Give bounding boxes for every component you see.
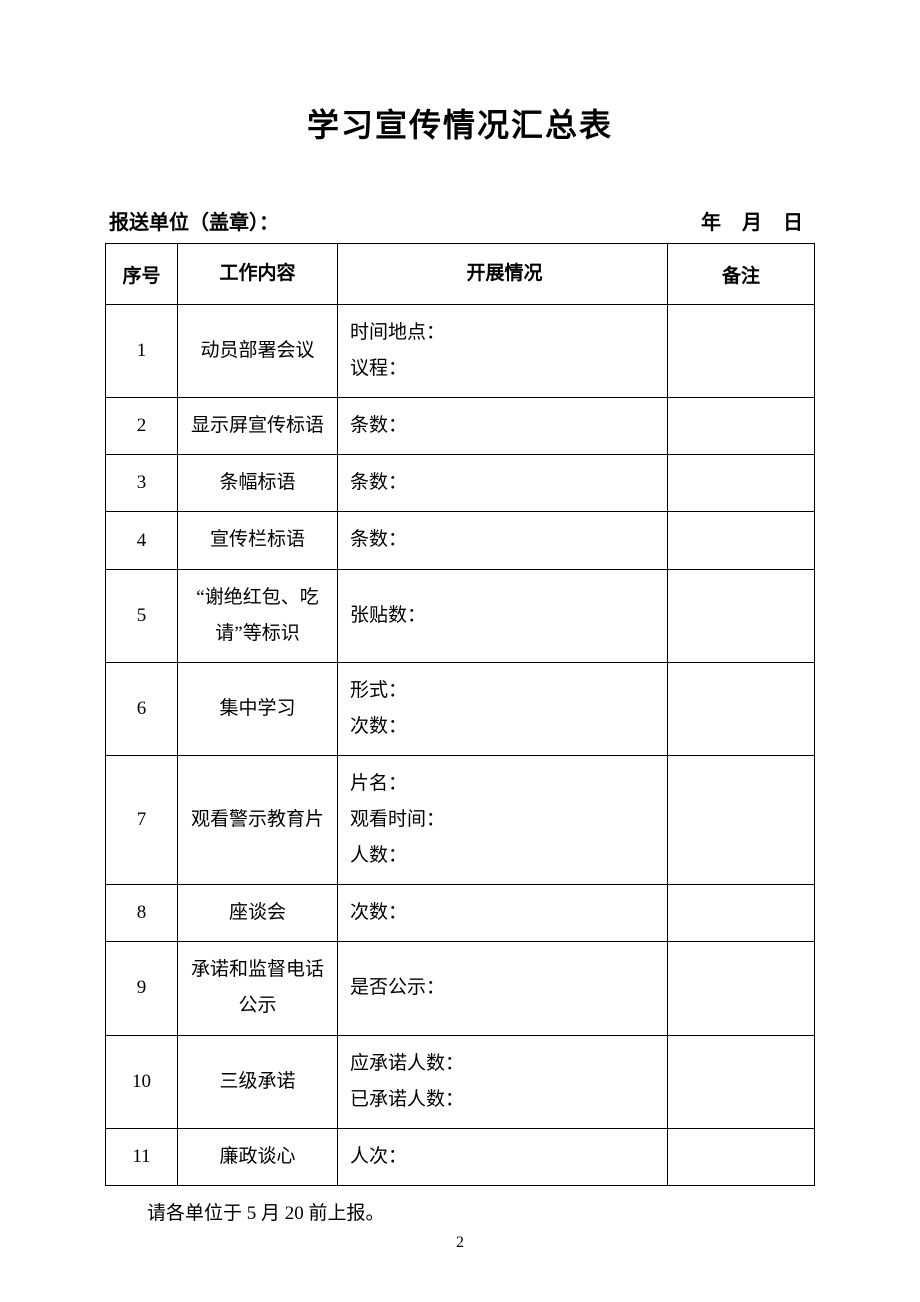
table-row: 11廉政谈心人次： (106, 1128, 815, 1185)
col-header-remark: 备注 (668, 244, 815, 305)
header-left: 报送单位（盖章）： (109, 206, 279, 235)
page-title: 学习宣传情况汇总表 (105, 100, 815, 146)
cell-remark (668, 398, 815, 455)
cell-seq: 11 (106, 1128, 178, 1185)
cell-seq: 4 (106, 512, 178, 569)
cell-seq: 2 (106, 398, 178, 455)
cell-seq: 8 (106, 885, 178, 942)
status-line: 张贴数： (350, 598, 659, 634)
cell-seq: 10 (106, 1035, 178, 1128)
footnote: 请各单位于 5 月 20 前上报。 (105, 1198, 815, 1225)
summary-table: 序号 工作内容 开展情况 备注 1动员部署会议时间地点：议程：2显示屏宣传标语条… (105, 243, 815, 1186)
table-row: 10三级承诺应承诺人数：已承诺人数： (106, 1035, 815, 1128)
cell-content: 宣传栏标语 (178, 512, 338, 569)
cell-seq: 7 (106, 755, 178, 884)
cell-remark (668, 662, 815, 755)
table-row: 8座谈会次数： (106, 885, 815, 942)
cell-status: 条数： (338, 512, 668, 569)
cell-remark (668, 1035, 815, 1128)
cell-remark (668, 305, 815, 398)
status-line: 人数： (350, 838, 659, 874)
table-row: 7观看警示教育片片名：观看时间：人数： (106, 755, 815, 884)
cell-status: 形式：次数： (338, 662, 668, 755)
cell-status: 条数： (338, 455, 668, 512)
table-row: 9承诺和监督电话公示是否公示： (106, 942, 815, 1035)
cell-status: 是否公示： (338, 942, 668, 1035)
cell-remark (668, 455, 815, 512)
cell-seq: 9 (106, 942, 178, 1035)
cell-remark (668, 512, 815, 569)
status-line: 是否公示： (350, 970, 659, 1006)
cell-status: 时间地点：议程： (338, 305, 668, 398)
status-line: 次数： (350, 895, 659, 931)
cell-content: 条幅标语 (178, 455, 338, 512)
cell-status: 片名：观看时间：人数： (338, 755, 668, 884)
col-header-seq: 序号 (106, 244, 178, 305)
cell-status: 人次： (338, 1128, 668, 1185)
page-number: 2 (0, 1234, 920, 1252)
table-row: 4宣传栏标语条数： (106, 512, 815, 569)
cell-remark (668, 885, 815, 942)
cell-remark (668, 755, 815, 884)
cell-status: 条数： (338, 398, 668, 455)
status-line: 议程： (350, 351, 659, 387)
cell-remark (668, 569, 815, 662)
cell-content: 三级承诺 (178, 1035, 338, 1128)
cell-content: 座谈会 (178, 885, 338, 942)
cell-content: 廉政谈心 (178, 1128, 338, 1185)
col-header-status: 开展情况 (338, 244, 668, 305)
cell-content: 动员部署会议 (178, 305, 338, 398)
cell-status: 应承诺人数：已承诺人数： (338, 1035, 668, 1128)
cell-seq: 3 (106, 455, 178, 512)
cell-status: 张贴数： (338, 569, 668, 662)
cell-content: “谢绝红包、吃请”等标识 (178, 569, 338, 662)
status-line: 次数： (350, 709, 659, 745)
status-line: 条数： (350, 408, 659, 444)
table-body: 1动员部署会议时间地点：议程：2显示屏宣传标语条数：3条幅标语条数：4宣传栏标语… (106, 305, 815, 1186)
status-line: 人次： (350, 1139, 659, 1175)
cell-seq: 5 (106, 569, 178, 662)
cell-remark (668, 1128, 815, 1185)
cell-content: 承诺和监督电话公示 (178, 942, 338, 1035)
header-right: 年 月 日 (701, 206, 811, 235)
status-line: 形式： (350, 673, 659, 709)
cell-seq: 1 (106, 305, 178, 398)
cell-content: 观看警示教育片 (178, 755, 338, 884)
status-line: 片名： (350, 766, 659, 802)
status-line: 时间地点： (350, 315, 659, 351)
cell-remark (668, 942, 815, 1035)
table-header-row: 序号 工作内容 开展情况 备注 (106, 244, 815, 305)
table-row: 1动员部署会议时间地点：议程： (106, 305, 815, 398)
table-row: 3条幅标语条数： (106, 455, 815, 512)
col-header-content: 工作内容 (178, 244, 338, 305)
status-line: 条数： (350, 522, 659, 558)
cell-content: 集中学习 (178, 662, 338, 755)
status-line: 条数： (350, 465, 659, 501)
table-row: 6集中学习形式：次数： (106, 662, 815, 755)
cell-status: 次数： (338, 885, 668, 942)
status-line: 观看时间： (350, 802, 659, 838)
table-row: 5“谢绝红包、吃请”等标识张贴数： (106, 569, 815, 662)
cell-seq: 6 (106, 662, 178, 755)
header-row: 报送单位（盖章）： 年 月 日 (105, 206, 815, 235)
status-line: 已承诺人数： (350, 1082, 659, 1118)
status-line: 应承诺人数： (350, 1046, 659, 1082)
cell-content: 显示屏宣传标语 (178, 398, 338, 455)
table-row: 2显示屏宣传标语条数： (106, 398, 815, 455)
